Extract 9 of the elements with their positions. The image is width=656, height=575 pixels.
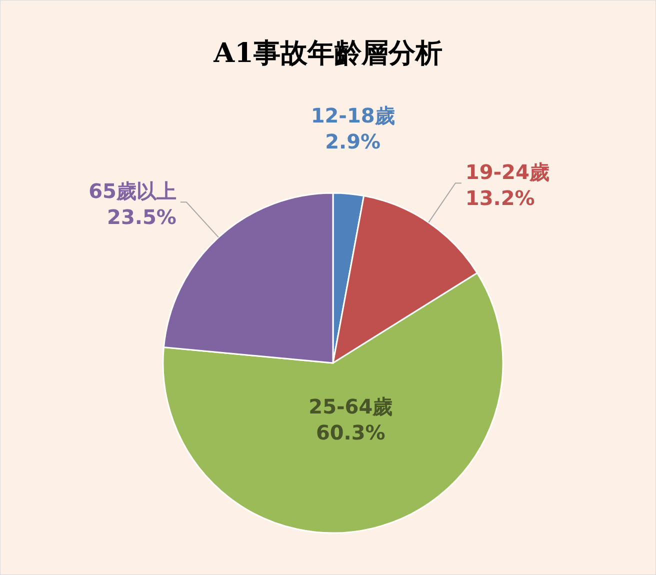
slice-label: 19-24歲 xyxy=(465,160,550,184)
data-label: 60.3% xyxy=(316,420,386,444)
slice-label: 12-18歲 xyxy=(310,103,395,128)
data-label: 13.2% xyxy=(465,186,535,210)
slice-label: 65歲以上 xyxy=(88,179,176,204)
chart-title: A1事故年齡層分析 xyxy=(212,38,442,69)
slice-label: 25-64歲 xyxy=(308,394,393,418)
data-label: 23.5% xyxy=(107,205,176,230)
data-label: 2.9% xyxy=(325,129,381,154)
